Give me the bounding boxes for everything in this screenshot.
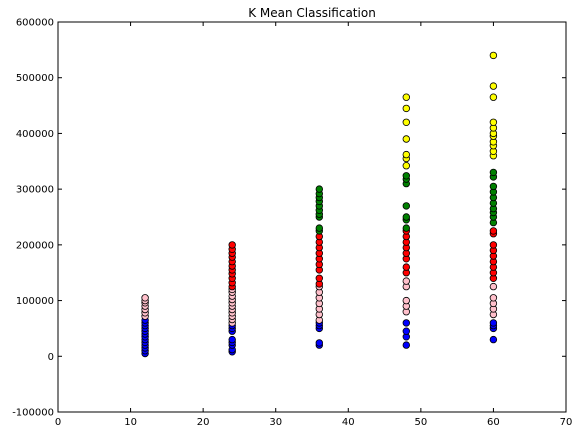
y-tick-label-0: 0 bbox=[48, 352, 54, 363]
data-point-red-36 bbox=[489, 227, 498, 235]
data-point-blue-30 bbox=[489, 335, 498, 344]
data-point-pink-27 bbox=[402, 296, 410, 305]
data-point-yellow-15 bbox=[489, 93, 498, 101]
data-point-blue-29 bbox=[402, 319, 410, 327]
data-point-green-26 bbox=[489, 168, 498, 177]
y-tick-label-500000: 500000 bbox=[16, 73, 54, 84]
x-tick-label-10: 10 bbox=[124, 417, 137, 428]
data-point-red-21 bbox=[402, 263, 410, 271]
data-point-green-9 bbox=[315, 185, 323, 193]
data-point-blue-17 bbox=[228, 335, 236, 344]
data-point-pink-34 bbox=[489, 282, 498, 291]
plot-area-frame bbox=[57, 21, 567, 413]
y-tick-label-600000: 600000 bbox=[16, 18, 54, 29]
data-points bbox=[141, 51, 498, 358]
data-point-yellow-0 bbox=[402, 161, 410, 170]
data-point-pink-6 bbox=[141, 294, 149, 302]
data-point-green-16 bbox=[402, 172, 410, 180]
data-point-blue-26 bbox=[402, 341, 410, 349]
data-point-green-24 bbox=[489, 182, 498, 191]
y-tick-label-400000: 400000 bbox=[16, 129, 54, 140]
data-point-yellow-2 bbox=[402, 150, 410, 159]
data-point-pink-33 bbox=[489, 294, 498, 302]
data-point-blue-33 bbox=[489, 319, 498, 327]
x-axis: 0 10 20 30 40 50 60 70 bbox=[55, 22, 573, 428]
data-point-green-10 bbox=[402, 224, 410, 232]
x-tick-label-30: 30 bbox=[269, 417, 282, 428]
data-point-yellow-5 bbox=[402, 104, 410, 113]
y-tick-label-300000: 300000 bbox=[16, 185, 54, 196]
x-tick-label-20: 20 bbox=[197, 417, 210, 428]
data-point-red-34 bbox=[489, 241, 498, 249]
data-point-green-1 bbox=[315, 224, 323, 232]
x-tick-label-50: 50 bbox=[414, 417, 427, 428]
data-point-blue-28 bbox=[402, 327, 410, 335]
x-tick-label-70: 70 bbox=[560, 417, 573, 428]
y-axis: -100000 0 100000 200000 300000 400000 500000 60… bbox=[12, 18, 566, 419]
data-point-yellow-4 bbox=[402, 118, 410, 126]
data-point-yellow-17 bbox=[489, 51, 498, 60]
chart-title: K Mean Classification bbox=[248, 6, 376, 20]
y-tick-label-100000: 100000 bbox=[16, 296, 54, 307]
data-point-yellow-14 bbox=[489, 118, 498, 126]
x-tick-label-0: 0 bbox=[55, 417, 61, 428]
data-point-yellow-6 bbox=[402, 93, 410, 101]
x-tick-label-40: 40 bbox=[342, 417, 355, 428]
data-point-yellow-16 bbox=[489, 82, 498, 90]
y-tick-label-200000: 200000 bbox=[16, 240, 54, 251]
data-point-green-12 bbox=[402, 213, 410, 221]
data-point-red-12 bbox=[315, 274, 323, 282]
data-point-yellow-3 bbox=[402, 135, 410, 143]
data-point-blue-22 bbox=[315, 339, 323, 347]
data-point-green-13 bbox=[402, 202, 410, 210]
y-tick-label--100000: -100000 bbox=[12, 408, 54, 419]
data-point-pink-29 bbox=[402, 277, 410, 285]
data-point-red-10 bbox=[228, 241, 236, 249]
x-tick-label-60: 60 bbox=[487, 417, 500, 428]
